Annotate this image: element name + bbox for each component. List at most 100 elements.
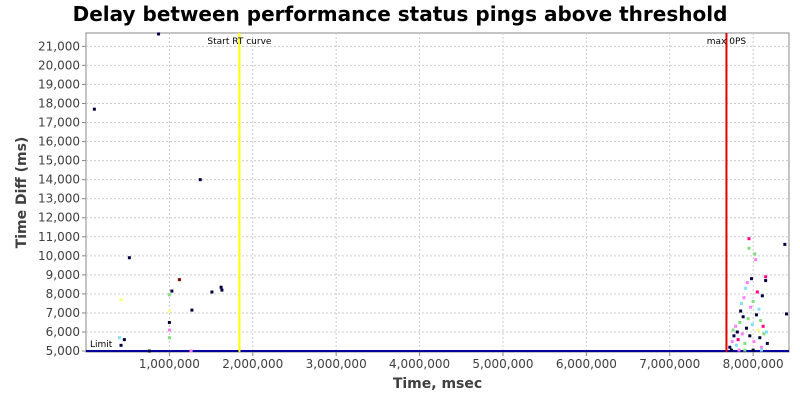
data-point [167, 336, 171, 340]
data-point [743, 348, 747, 352]
data-point [219, 285, 223, 289]
data-point [744, 326, 748, 330]
data-point [730, 340, 734, 344]
data-point [167, 320, 171, 324]
annotations: Limit Start RT curve max 0PS [86, 33, 789, 353]
data-point [167, 328, 171, 332]
data-point [92, 107, 96, 111]
data-point [758, 336, 762, 340]
data-point [753, 252, 757, 256]
data-point [734, 324, 738, 328]
data-point [147, 349, 151, 353]
data-point [759, 319, 763, 323]
data-point [177, 278, 181, 282]
x-tick-label: 4,000,000 [389, 357, 450, 371]
data-point [198, 178, 202, 182]
data-point [755, 290, 759, 294]
marker-label: max 0PS [707, 37, 747, 47]
grid [86, 33, 789, 352]
x-tick-label: 7,000,000 [639, 357, 700, 371]
data-point [745, 280, 749, 284]
x-tick-label: 1,000,000 [139, 357, 200, 371]
y-axis-label: Time Diff (ms) [14, 137, 30, 249]
data-point [729, 348, 733, 352]
data-point [749, 305, 753, 309]
data-point [764, 275, 768, 279]
y-tick-label: 21,000 [38, 39, 80, 53]
data-point [220, 288, 224, 292]
data-point [735, 330, 739, 334]
y-tick-label: 13,000 [38, 192, 80, 206]
data-point [170, 289, 174, 293]
data-points [92, 32, 788, 353]
data-point [728, 345, 732, 349]
y-tick-label: 10,000 [38, 249, 80, 263]
data-point [741, 315, 745, 319]
data-point [754, 313, 758, 317]
y-tick-label: 19,000 [38, 77, 80, 91]
data-point [739, 309, 743, 313]
data-point [747, 237, 751, 241]
data-point [748, 334, 752, 338]
data-point [764, 279, 768, 283]
data-point [756, 328, 760, 332]
data-point [731, 328, 735, 332]
data-point [157, 32, 161, 36]
data-point [752, 340, 756, 344]
data-point [754, 258, 758, 262]
data-point [189, 349, 193, 353]
x-tick-label: 3,000,000 [306, 357, 367, 371]
data-point [740, 332, 744, 336]
data-point [762, 332, 766, 336]
data-point [739, 301, 743, 305]
data-point [744, 286, 748, 290]
data-point [759, 348, 763, 352]
y-tick-label: 15,000 [38, 154, 80, 168]
x-tick-label: 2,000,000 [222, 357, 283, 371]
y-tick-label: 12,000 [38, 211, 80, 225]
data-point [747, 246, 751, 250]
y-tick-label: 14,000 [38, 173, 80, 187]
data-point [760, 294, 764, 298]
y-tick-label: 20,000 [38, 58, 80, 72]
y-tick-label: 16,000 [38, 135, 80, 149]
y-tick-label: 6,000 [46, 325, 80, 339]
data-point [732, 334, 736, 338]
plot-area [85, 32, 790, 353]
y-tick-label: 5,000 [46, 344, 80, 358]
y-tick-label: 9,000 [46, 268, 80, 282]
data-point [764, 330, 768, 334]
data-point [190, 308, 194, 312]
data-point [210, 290, 214, 294]
y-tick-label: 17,000 [38, 116, 80, 130]
y-tick-label: 11,000 [38, 230, 80, 244]
data-point [750, 322, 754, 326]
data-point [736, 338, 740, 342]
y-tick-label: 18,000 [38, 96, 80, 110]
y-tick-label: 8,000 [46, 287, 80, 301]
data-point [783, 242, 787, 246]
data-point [117, 336, 121, 340]
data-point [751, 348, 755, 352]
data-point [122, 338, 126, 342]
x-tick-label: 8,000,000 [723, 357, 784, 371]
data-point [167, 293, 171, 297]
data-point [749, 277, 753, 281]
data-point [742, 296, 746, 300]
data-point [765, 341, 769, 345]
x-axis-label: Time, msec [393, 376, 482, 392]
x-tick-label: 6,000,000 [556, 357, 617, 371]
data-point [737, 348, 741, 352]
marker-label: Start RT curve [207, 37, 271, 47]
data-point [738, 320, 742, 324]
data-point [167, 309, 171, 313]
y-tick-label: 7,000 [46, 306, 80, 320]
data-point [761, 324, 765, 328]
x-tick-label: 5,000,000 [472, 357, 533, 371]
chart-title: Delay between performance status pings a… [73, 2, 728, 26]
data-point [751, 300, 755, 304]
data-point [746, 317, 750, 321]
data-point [734, 343, 738, 347]
axes: 5,000 6,000 7,000 8,000 9,000 10,000 11,000 12,… [38, 39, 784, 371]
data-point [743, 341, 747, 345]
